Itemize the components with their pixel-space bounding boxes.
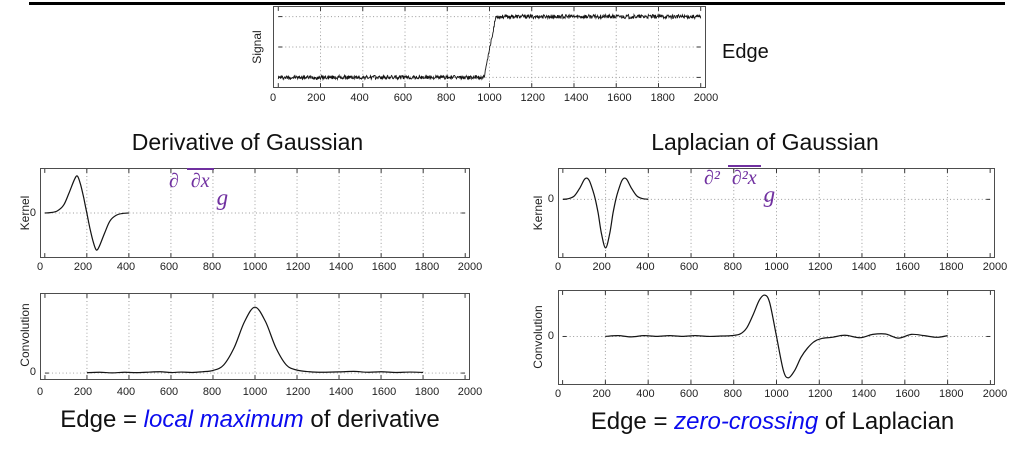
dog-kernel-x-axis-ticks: 0 200 400 600 800 1000 1200 1400 1600 1800 2000 bbox=[36, 261, 482, 274]
signal-plot bbox=[273, 6, 706, 88]
log-convolution-plot bbox=[558, 290, 995, 385]
x-tick-label: 200 bbox=[73, 261, 93, 273]
x-tick-label: 200 bbox=[592, 388, 611, 400]
x-tick-label: 1200 bbox=[807, 261, 833, 273]
log-caption: Edge = zero-crossing of Laplacian bbox=[545, 408, 1000, 436]
x-tick-label: 600 bbox=[393, 92, 413, 104]
x-tick-label: 1800 bbox=[939, 261, 964, 273]
signal-x-axis-ticks: 0 200 400 600 800 1000 1200 1400 1600 1800 2000 bbox=[269, 92, 718, 105]
x-tick-label: 800 bbox=[723, 261, 742, 273]
partial-derivative-numerator: ∂ bbox=[169, 170, 179, 192]
caption-suffix: of derivative bbox=[303, 406, 440, 433]
derivative-of-gaussian-title: Derivative of Gaussian bbox=[131, 129, 364, 155]
x-tick-label: 1600 bbox=[371, 386, 397, 398]
x-tick-label: 2000 bbox=[457, 386, 483, 398]
x-tick-label: 2000 bbox=[982, 261, 1008, 273]
x-tick-label: 1200 bbox=[285, 261, 311, 273]
log-kernel-plot bbox=[558, 168, 995, 258]
x-tick-label: 800 bbox=[202, 386, 222, 398]
x-tick-label: 600 bbox=[159, 386, 179, 398]
x-tick-label: 800 bbox=[723, 388, 742, 400]
dog-kernel-plot bbox=[40, 168, 470, 258]
x-tick-label: 200 bbox=[592, 261, 611, 273]
x-tick-label: 1400 bbox=[328, 386, 354, 398]
fraction: ∂ ∂x bbox=[165, 168, 214, 193]
partial-derivative-denominator: ∂x bbox=[186, 168, 214, 192]
log-convolution-x-axis-ticks: 0 200 400 600 800 1000 1200 1400 1600 1800 2000 bbox=[554, 388, 1007, 401]
x-tick-label: 0 bbox=[554, 388, 562, 400]
x-tick-label: 1800 bbox=[650, 92, 675, 104]
x-tick-label: 800 bbox=[437, 92, 456, 104]
edge-annotation-label: Edge bbox=[722, 41, 769, 63]
x-tick-label: 1200 bbox=[520, 92, 546, 104]
x-tick-label: 600 bbox=[679, 261, 699, 273]
x-tick-label: 1800 bbox=[414, 261, 440, 273]
laplacian-of-gaussian-title: Laplacian of Gaussian bbox=[651, 129, 879, 155]
caption-prefix: Edge = bbox=[590, 408, 675, 435]
x-tick-label: 1400 bbox=[328, 261, 354, 273]
x-tick-label: 1000 bbox=[764, 261, 789, 273]
x-tick-label: 800 bbox=[202, 261, 222, 273]
caption-emphasis: zero-crossing bbox=[674, 408, 819, 435]
x-tick-label: 1400 bbox=[851, 261, 877, 273]
x-tick-label: 1400 bbox=[851, 388, 877, 400]
x-tick-label: 1000 bbox=[764, 388, 789, 400]
x-tick-label: 1200 bbox=[807, 388, 833, 400]
x-tick-label: 600 bbox=[159, 261, 179, 273]
x-tick-label: 400 bbox=[116, 386, 136, 398]
x-tick-label: 0 bbox=[269, 92, 277, 104]
x-tick-label: 2000 bbox=[457, 261, 483, 273]
log-kernel-x-axis-ticks: 0 200 400 600 800 1000 1200 1400 1600 1800 2000 bbox=[554, 261, 1007, 274]
log-formula: ∂² ∂²x g bbox=[700, 165, 776, 208]
signal-y-axis-label: Signal bbox=[250, 30, 264, 64]
dog-convolution-zero-tick: 0 bbox=[29, 366, 36, 378]
x-tick-label: 400 bbox=[636, 388, 655, 400]
title-underline-rule bbox=[29, 2, 1005, 5]
x-tick-label: 1600 bbox=[895, 261, 920, 273]
x-tick-label: 0 bbox=[36, 261, 44, 273]
x-tick-label: 400 bbox=[350, 92, 369, 104]
log-convolution-zero-tick: 0 bbox=[547, 330, 554, 342]
fraction: ∂² ∂²x bbox=[700, 165, 761, 190]
caption-prefix: Edge = bbox=[60, 406, 144, 433]
x-tick-label: 200 bbox=[73, 386, 93, 398]
x-tick-label: 0 bbox=[36, 386, 44, 398]
x-tick-label: 1400 bbox=[563, 92, 589, 104]
x-tick-label: 1200 bbox=[285, 386, 311, 398]
x-tick-label: 2000 bbox=[693, 92, 719, 104]
x-tick-label: 200 bbox=[307, 92, 326, 104]
x-tick-label: 0 bbox=[554, 261, 562, 273]
x-tick-label: 1800 bbox=[939, 388, 964, 400]
x-tick-label: 400 bbox=[116, 261, 136, 273]
gaussian-symbol: g bbox=[216, 185, 229, 210]
x-tick-label: 1000 bbox=[477, 92, 502, 104]
x-tick-label: 1800 bbox=[414, 386, 440, 398]
dog-kernel-zero-tick: 0 bbox=[29, 207, 36, 219]
x-tick-label: 1000 bbox=[242, 386, 268, 398]
x-tick-label: 1000 bbox=[242, 261, 268, 273]
x-tick-label: 2000 bbox=[982, 388, 1008, 400]
x-tick-label: 1600 bbox=[607, 92, 632, 104]
x-tick-label: 1600 bbox=[895, 388, 920, 400]
dog-convolution-x-axis-ticks: 0 200 400 600 800 1000 1200 1400 1600 1800 2000 bbox=[36, 386, 482, 399]
x-tick-label: 1600 bbox=[371, 261, 397, 273]
second-partial-derivative-denominator: ∂²x bbox=[727, 165, 761, 189]
log-kernel-y-axis-label: Kernel bbox=[531, 195, 545, 231]
caption-emphasis: local maximum bbox=[143, 406, 304, 433]
second-partial-derivative-numerator: ∂² bbox=[704, 167, 720, 189]
x-tick-label: 600 bbox=[679, 388, 699, 400]
x-tick-label: 400 bbox=[636, 261, 655, 273]
dog-formula: ∂ ∂x g bbox=[165, 168, 229, 211]
caption-suffix: of Laplacian bbox=[818, 408, 955, 435]
dog-caption: Edge = local maximum of derivative bbox=[20, 406, 480, 434]
gaussian-symbol: g bbox=[763, 182, 776, 207]
log-kernel-zero-tick: 0 bbox=[547, 193, 554, 205]
dog-convolution-plot bbox=[40, 293, 470, 380]
